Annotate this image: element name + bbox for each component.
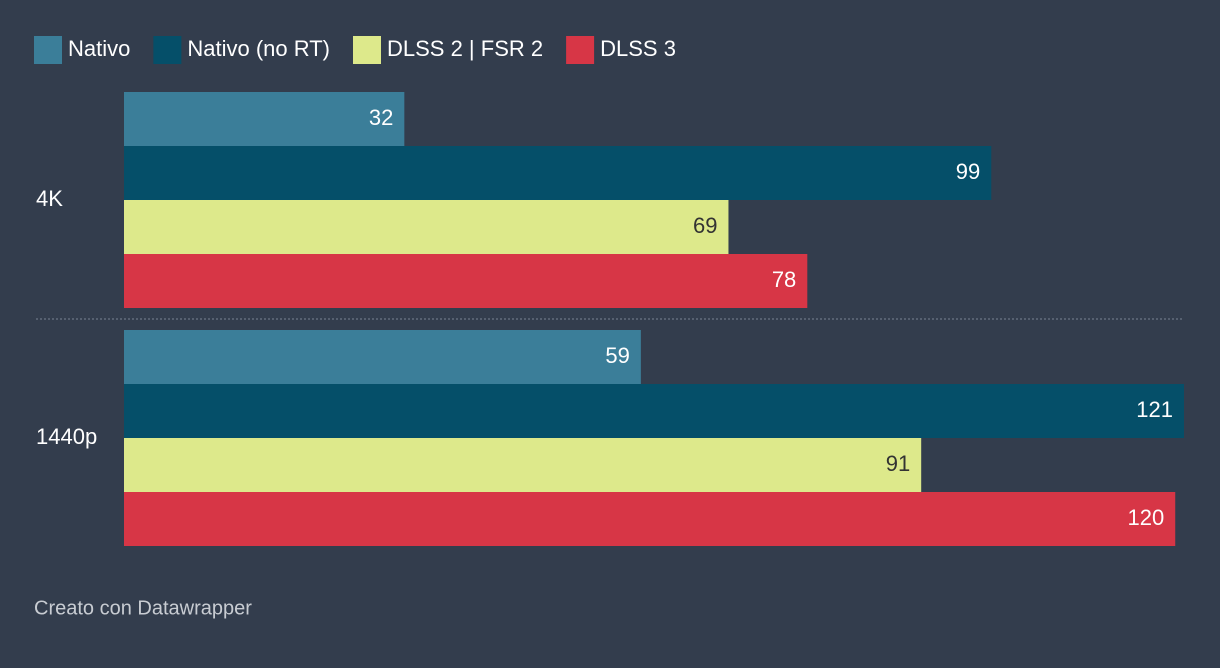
- bar: [124, 92, 405, 146]
- category-label: 4K: [36, 186, 63, 211]
- bar: [124, 330, 641, 384]
- legend-swatch: [353, 36, 381, 64]
- value-label: 91: [886, 451, 910, 476]
- bar: [124, 254, 808, 308]
- value-label: 99: [956, 159, 980, 184]
- bar: [124, 200, 729, 254]
- legend-label: DLSS 2 | FSR 2: [387, 36, 543, 61]
- value-label: 121: [1136, 397, 1173, 422]
- value-label: 78: [772, 267, 796, 292]
- bar: [124, 384, 1184, 438]
- category-label: 1440p: [36, 424, 97, 449]
- legend-swatch: [34, 36, 62, 64]
- value-label: 59: [605, 343, 629, 368]
- legend: Nativo Nativo (no RT) DLSS 2 | FSR 2 DLSS 3: [34, 36, 676, 64]
- value-label: 120: [1128, 505, 1165, 530]
- legend-label: Nativo: [68, 36, 130, 61]
- legend-swatch: [566, 36, 595, 64]
- bar: [124, 492, 1176, 546]
- value-label: 32: [369, 105, 393, 130]
- bar: [124, 146, 992, 200]
- bar: [124, 438, 922, 492]
- legend-label: Nativo (no RT): [187, 36, 330, 61]
- value-label: 69: [693, 213, 717, 238]
- legend-swatch: [153, 36, 182, 64]
- caption: Creato con Datawrapper: [34, 597, 252, 619]
- legend-label: DLSS 3: [600, 36, 676, 61]
